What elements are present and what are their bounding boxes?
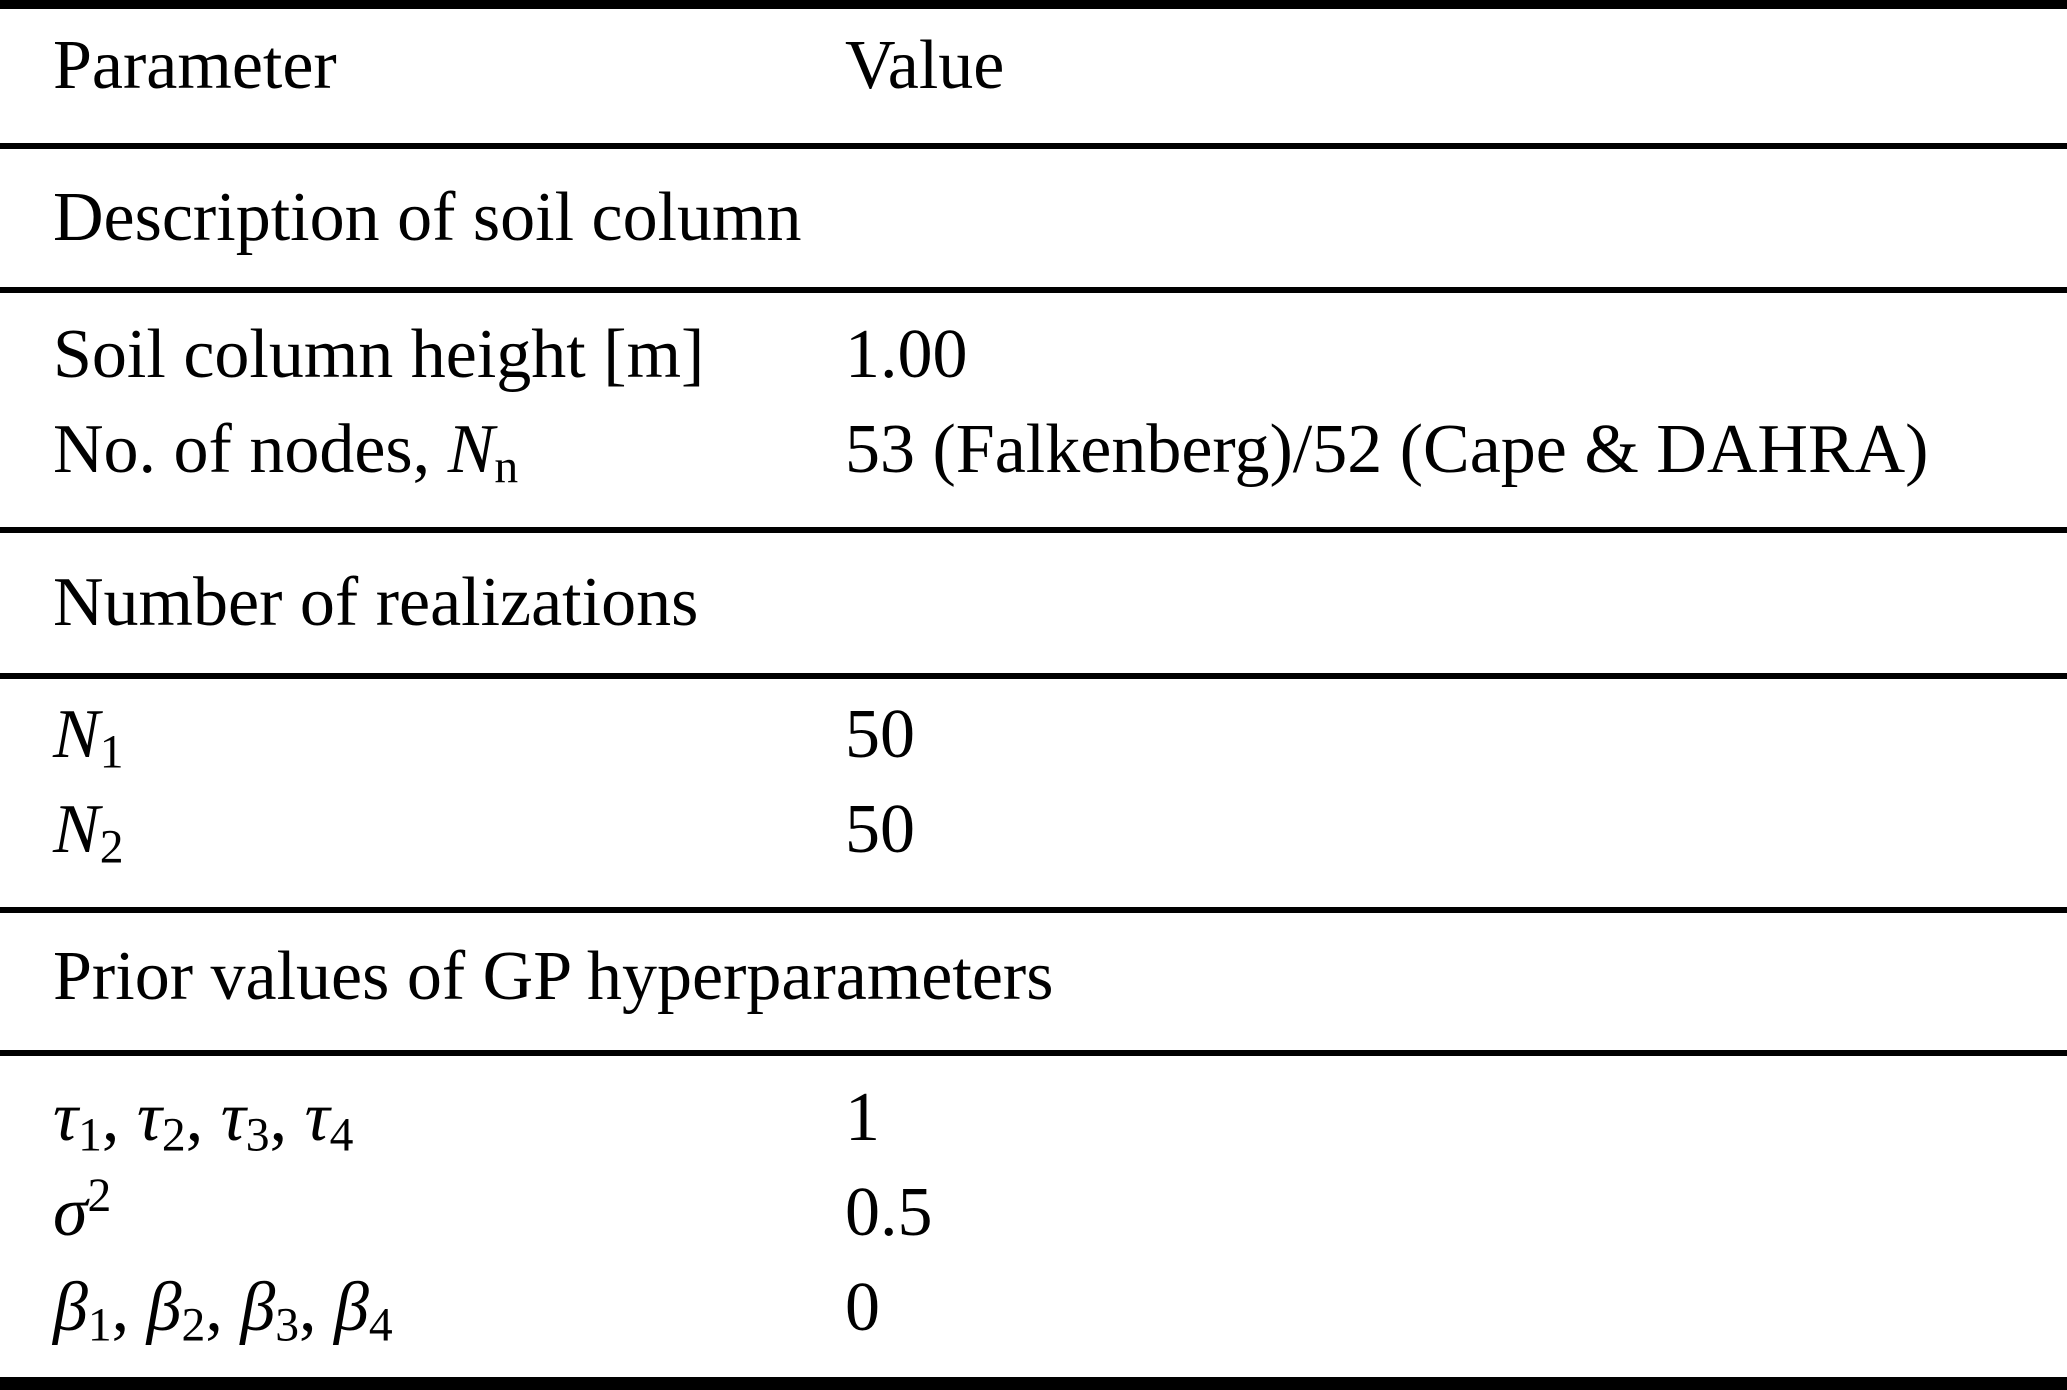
math-symbol: τ <box>304 1078 330 1156</box>
separator: , <box>299 1268 335 1346</box>
parameter-cell: No. of nodes, Nn <box>0 410 845 494</box>
math-subscript: 1 <box>87 1298 112 1351</box>
math-symbol: N <box>447 411 495 488</box>
table-header-row: Parameter Value <box>0 9 2067 143</box>
separator: , <box>269 1078 305 1156</box>
math-symbol: τ <box>220 1078 246 1156</box>
math-symbol: β <box>334 1268 369 1346</box>
section-rows-soil-column: Soil column height [m] 1.00 No. of nodes… <box>0 293 2067 527</box>
math-symbol: τ <box>53 1078 79 1156</box>
math-symbol: N <box>53 791 100 868</box>
math-subscript: 3 <box>245 1108 270 1161</box>
parameter-cell: Soil column height [m] <box>53 316 705 393</box>
math-subscript: 1 <box>78 1108 102 1161</box>
math-term: β4 <box>334 1268 393 1349</box>
parameter-cell: N1 <box>0 695 845 779</box>
value-cell: 53 (Falkenberg)/52 (Cape & DAHRA) <box>845 411 1929 488</box>
table-row: τ1, τ2, τ3, τ4 1 <box>0 1070 2067 1165</box>
value-cell: 1.00 <box>845 316 968 393</box>
value-cell: 1 <box>845 1078 880 1156</box>
section-divider-rule <box>0 287 2067 293</box>
section-title-gp-hyperparameters: Prior values of GP hyperparameters <box>53 937 1054 1015</box>
math-term: β1, <box>53 1268 147 1349</box>
math-symbol: τ <box>136 1078 162 1156</box>
math-symbol: β <box>146 1268 182 1346</box>
math-symbol: N <box>53 696 100 773</box>
table-top-rule <box>0 0 2067 9</box>
section-divider-rule <box>0 527 2067 533</box>
math-symbol: β <box>53 1268 88 1346</box>
value-cell: 0.5 <box>845 1173 933 1251</box>
math-subscript: 3 <box>275 1298 300 1351</box>
math-term: β2, <box>146 1268 241 1349</box>
parameter-cell: N2 <box>0 790 845 874</box>
math-symbol: σ <box>53 1173 88 1251</box>
separator: , <box>205 1268 241 1346</box>
column-header-value: Value <box>845 27 1005 104</box>
section-title-soil-column: Description of soil column <box>53 179 802 256</box>
value-cell: 50 <box>845 696 915 773</box>
table-row: β1, β2, β3, β4 0 <box>0 1260 2067 1355</box>
math-subscript: 4 <box>329 1108 354 1161</box>
math-subscript: 1 <box>99 726 124 779</box>
table-row: N1 50 <box>0 688 2067 783</box>
value-cell: 0 <box>845 1268 880 1346</box>
label-text: No. of nodes, <box>53 411 448 488</box>
separator: , <box>185 1078 221 1156</box>
section-divider-rule <box>0 143 2067 149</box>
math-symbol: β <box>240 1268 276 1346</box>
separator: , <box>101 1078 137 1156</box>
table-row: Soil column height [m] 1.00 <box>0 308 2067 403</box>
table-row: σ2 0.5 <box>0 1165 2067 1260</box>
section-rows-gp-hyperparameters: τ1, τ2, τ3, τ4 1 σ2 0.5 β1, β2, β3, β4 0 <box>0 1056 2067 1377</box>
section-divider-rule <box>0 907 2067 913</box>
math-subscript: 2 <box>161 1108 186 1161</box>
section-title-realizations: Number of realizations <box>53 564 699 641</box>
section-divider-rule <box>0 1050 2067 1056</box>
math-term: β3, <box>240 1268 335 1349</box>
math-superscript: 2 <box>87 1169 112 1222</box>
section-divider-rule <box>0 673 2067 679</box>
math-subscript: 2 <box>99 821 124 874</box>
math-term: τ4 <box>304 1078 354 1159</box>
parameter-cell: σ2 <box>0 1169 845 1253</box>
math-subscript: 4 <box>368 1298 393 1351</box>
math-subscript: 2 <box>181 1298 206 1351</box>
table-bottom-rule <box>0 1377 2067 1390</box>
separator: , <box>111 1268 147 1346</box>
column-header-parameter: Parameter <box>53 27 337 104</box>
parameter-cell: τ1, τ2, τ3, τ4 <box>0 1078 845 1159</box>
table-row: N2 50 <box>0 783 2067 878</box>
math-term: τ1, <box>53 1078 137 1159</box>
math-subscript: n <box>494 441 519 494</box>
value-cell: 50 <box>845 791 915 868</box>
parameter-cell: β1, β2, β3, β4 <box>0 1268 845 1349</box>
table-row: No. of nodes, Nn 53 (Falkenberg)/52 (Cap… <box>0 403 2067 498</box>
section-rows-realizations: N1 50 N2 50 <box>0 679 2067 907</box>
math-term: τ2, <box>136 1078 221 1159</box>
math-term: τ3, <box>220 1078 305 1159</box>
